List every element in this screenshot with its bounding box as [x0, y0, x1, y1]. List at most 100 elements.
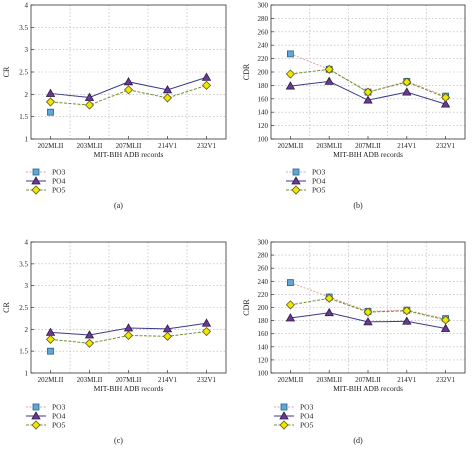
legend-marker-po5: [31, 185, 41, 195]
legend-label: PO3: [52, 403, 66, 412]
data-point-po4: [285, 313, 296, 322]
data-point-po3: [47, 347, 54, 355]
y-axis-label: CDR: [242, 63, 251, 80]
x-tick-label: 214V1: [158, 376, 178, 384]
data-point-po5: [324, 293, 334, 303]
y-tick-label: 3.5: [19, 24, 28, 32]
y-tick-label: 2.5: [19, 304, 28, 312]
y-tick-label: 280: [258, 15, 269, 23]
y-tick-label: 1.5: [19, 113, 28, 121]
data-point-po5: [363, 307, 373, 317]
legend-marker-po5: [279, 420, 289, 430]
series-line-po5: [290, 297, 446, 321]
data-point-po4: [201, 318, 212, 327]
x-tick-label: 202MLII: [38, 142, 64, 150]
data-point-po5: [45, 97, 56, 107]
legend-marker-po3: [32, 168, 40, 176]
legend-marker-po3: [32, 403, 40, 411]
y-tick-label: 200: [258, 69, 269, 77]
data-point-po5: [285, 69, 295, 79]
data-point-po5: [84, 338, 95, 348]
x-tick-label: 203MLII: [316, 376, 342, 384]
data-point-po5: [123, 85, 134, 95]
series-line-po3: [290, 53, 446, 97]
y-tick-label: 1: [25, 136, 29, 144]
y-tick-label: 220: [258, 55, 269, 63]
y-tick-label: 160: [258, 95, 269, 103]
x-tick-label: 207MLII: [116, 376, 142, 384]
y-tick-label: 100: [258, 370, 269, 378]
data-point-po5: [162, 331, 173, 341]
data-point-po4: [402, 87, 412, 96]
data-point-po5: [201, 326, 212, 337]
data-point-po5: [285, 300, 295, 310]
x-axis-label: MIT-BIH ADB records: [94, 150, 164, 159]
data-point-po4: [324, 76, 334, 85]
data-point-po5: [402, 306, 412, 316]
data-point-po5: [441, 92, 451, 103]
chart-panel-1: 1 1.5 2 2.5 3 3.5 4 202MLII 203MLII 207MLII 214V1 2…: [2, 2, 227, 210]
x-tick-label: 203MLII: [316, 142, 342, 150]
y-tick-label: 240: [258, 42, 269, 50]
y-tick-label: 2: [25, 91, 29, 99]
data-point-po4: [402, 316, 412, 325]
legend-marker-po4: [291, 176, 301, 185]
chart-panel-2: 100 120 140 160 180 200 220 240 260 280 300 202MLII…: [242, 2, 466, 210]
x-axis-label: MIT-BIH ADB records: [333, 384, 403, 393]
x-tick-label: 207MLII: [116, 142, 142, 150]
y-tick-label: 260: [258, 28, 269, 36]
legend-label: PO3: [312, 168, 326, 177]
y-tick-label: 180: [258, 82, 269, 90]
chart-panel-3: 1 1.5 2 2.5 3 3.5 4 202MLII 203MLII 207MLII 214V1 2…: [2, 239, 227, 445]
x-tick-label: 202MLII: [278, 142, 304, 150]
y-tick-label: 3: [25, 282, 29, 290]
x-tick-label: 203MLII: [77, 142, 103, 150]
y-axis-label: CR: [2, 302, 11, 313]
panel-caption: (b): [353, 201, 363, 210]
x-axis-label: MIT-BIH ADB records: [333, 150, 403, 159]
y-tick-label: 160: [258, 330, 269, 338]
y-tick-label: 1: [25, 370, 29, 378]
y-tick-label: 220: [258, 291, 269, 299]
data-point-po5: [201, 80, 212, 90]
data-point-po4: [45, 88, 56, 97]
data-point-po4: [201, 72, 212, 81]
legend-label: PO4: [312, 177, 326, 186]
legend-label: PO5: [52, 421, 66, 430]
data-point-po3: [286, 50, 294, 58]
y-tick-label: 300: [258, 2, 269, 10]
legend-label: PO4: [52, 412, 66, 421]
x-tick-label: 232V1: [197, 142, 217, 150]
y-tick-label: 180: [258, 317, 269, 325]
legend-label: PO4: [300, 412, 314, 421]
data-point-po5: [402, 77, 412, 87]
legend-label: PO5: [52, 186, 66, 195]
data-point-po4: [84, 92, 95, 101]
x-tick-label: 214V1: [397, 376, 417, 384]
data-point-po3: [47, 108, 54, 116]
x-tick-label: 214V1: [158, 142, 178, 150]
series-line-po3: [290, 282, 446, 320]
data-point-po4: [440, 99, 451, 108]
legend-marker-po5: [31, 420, 41, 430]
data-point-po5: [324, 64, 334, 74]
y-axis-label: CR: [2, 66, 11, 77]
legend-marker-po4: [279, 411, 289, 420]
x-tick-label: 202MLII: [38, 376, 64, 384]
y-tick-label: 280: [258, 252, 269, 260]
legend-label: PO4: [52, 177, 66, 186]
data-point-po4: [363, 95, 373, 104]
x-tick-label: 203MLII: [77, 376, 103, 384]
data-point-po5: [162, 93, 173, 103]
panel-caption: (a): [114, 201, 123, 210]
x-tick-label: 214V1: [397, 142, 417, 150]
data-point-po4: [285, 81, 296, 90]
data-point-po4: [84, 330, 95, 339]
data-point-po4: [162, 85, 173, 94]
y-tick-label: 260: [258, 265, 269, 273]
legend-marker-po4: [31, 411, 41, 420]
legend-label: PO3: [52, 168, 66, 177]
